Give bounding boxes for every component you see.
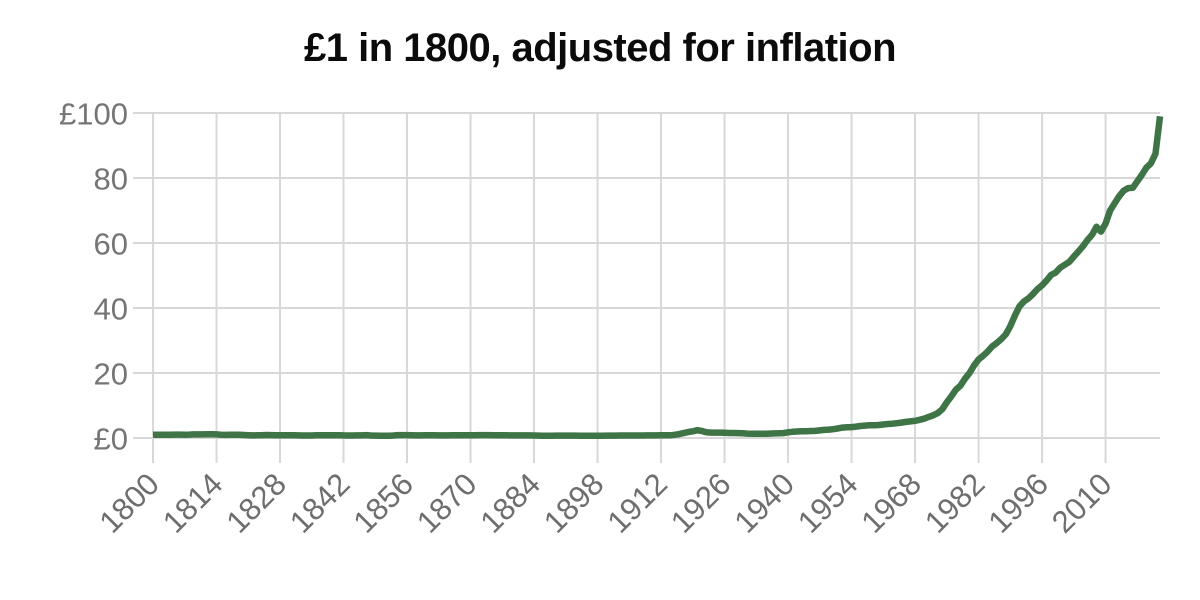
y-axis-tick-label: 20 (94, 357, 128, 392)
x-axis-tick-label: 1814 (156, 466, 230, 540)
y-axis-tick-label: 80 (94, 162, 128, 197)
chart-title: £1 in 1800, adjusted for inflation (303, 26, 897, 70)
x-axis-tick-label: 1926 (664, 466, 738, 540)
y-axis-tick-label: £0 (94, 422, 128, 457)
x-axis-tick-label: 1884 (473, 466, 547, 540)
y-axis-tick-label: £100 (59, 97, 128, 132)
y-axis-tick-label: 40 (94, 292, 128, 327)
x-axis-tick-label: 1856 (346, 466, 420, 540)
x-axis-tick-label: 2010 (1045, 466, 1119, 540)
x-axis-tick-label: 1842 (283, 466, 357, 540)
x-axis-tick-label: 1968 (854, 466, 928, 540)
x-axis-tick-label: 1800 (92, 466, 166, 540)
inflation-data-line (152, 115, 1164, 439)
y-axis-tick-label: 60 (94, 227, 128, 262)
x-axis-tick-label: 1828 (219, 466, 293, 540)
x-axis-tick-label: 1912 (600, 466, 674, 540)
x-axis-tick-label: 1982 (918, 466, 992, 540)
x-axis-tick-label: 1954 (791, 466, 865, 540)
x-axis-tick-label: 1870 (410, 466, 484, 540)
x-axis-tick-label: 1996 (981, 466, 1055, 540)
x-axis-tick-label: 1940 (727, 466, 801, 540)
x-axis-tick-label: 1898 (537, 466, 611, 540)
